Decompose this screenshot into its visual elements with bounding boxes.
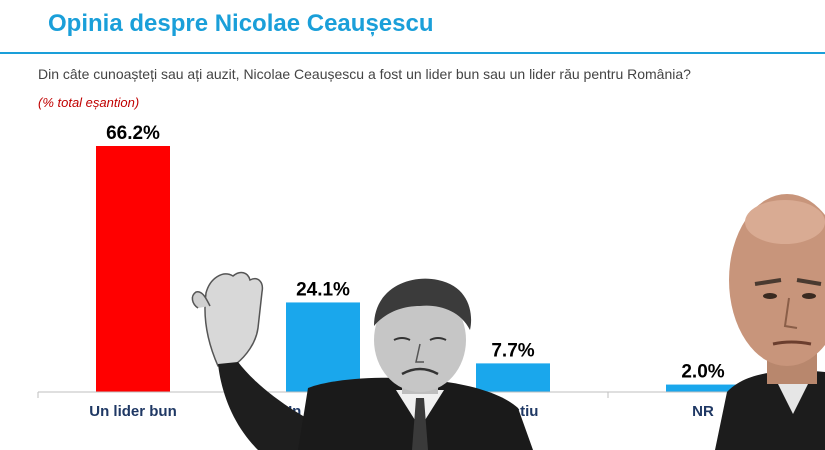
bar-1 <box>286 302 360 392</box>
category-label-3: NR <box>692 403 714 420</box>
ceausescu-photo <box>191 271 533 450</box>
survey-question: Din câte cunoașteți sau ați auzit, Nicol… <box>38 66 691 82</box>
title-divider <box>0 52 825 54</box>
sample-note: (% total eșantion) <box>38 95 140 110</box>
value-label-0: 66.2% <box>106 123 160 144</box>
value-label-1: 24.1% <box>296 279 350 300</box>
bar-2 <box>476 363 550 392</box>
value-label-2: 7.7% <box>491 340 534 361</box>
bar-3 <box>666 384 740 392</box>
value-label-3: 2.0% <box>681 362 724 383</box>
category-label-0: Un lider bun <box>89 403 177 420</box>
page-title: Opinia despre Nicolae Ceaușescu <box>48 10 434 37</box>
bar-0 <box>96 146 170 392</box>
politician-photo <box>715 194 825 450</box>
